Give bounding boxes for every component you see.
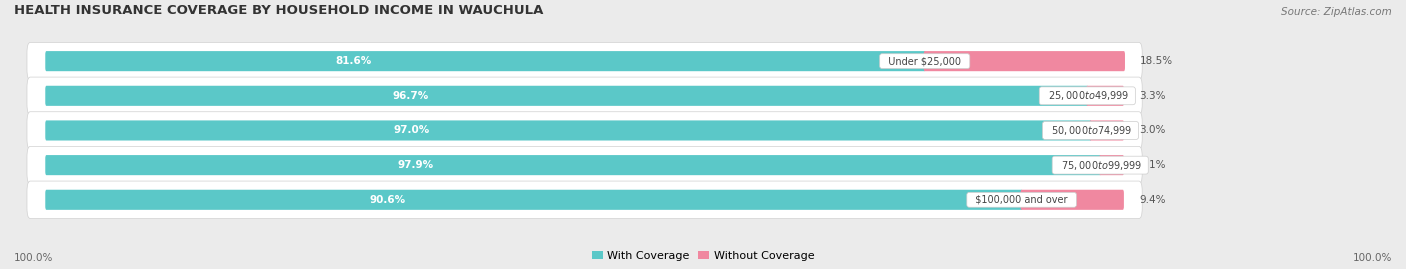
- Text: $25,000 to $49,999: $25,000 to $49,999: [1042, 89, 1133, 102]
- FancyBboxPatch shape: [1099, 155, 1123, 175]
- Text: 3.0%: 3.0%: [1139, 125, 1166, 136]
- Text: 96.7%: 96.7%: [392, 91, 429, 101]
- FancyBboxPatch shape: [45, 155, 1101, 175]
- Legend: With Coverage, Without Coverage: With Coverage, Without Coverage: [588, 247, 818, 266]
- FancyBboxPatch shape: [45, 51, 925, 71]
- FancyBboxPatch shape: [27, 43, 1142, 80]
- Text: Under $25,000: Under $25,000: [882, 56, 967, 66]
- Text: 81.6%: 81.6%: [336, 56, 373, 66]
- FancyBboxPatch shape: [924, 51, 1125, 71]
- Text: 97.0%: 97.0%: [394, 125, 430, 136]
- Text: 3.3%: 3.3%: [1139, 91, 1166, 101]
- Text: 97.9%: 97.9%: [396, 160, 433, 170]
- Text: 100.0%: 100.0%: [14, 253, 53, 263]
- Text: $50,000 to $74,999: $50,000 to $74,999: [1045, 124, 1136, 137]
- Text: 2.1%: 2.1%: [1139, 160, 1166, 170]
- Text: Source: ZipAtlas.com: Source: ZipAtlas.com: [1281, 7, 1392, 17]
- Text: 18.5%: 18.5%: [1140, 56, 1173, 66]
- FancyBboxPatch shape: [45, 190, 1022, 210]
- FancyBboxPatch shape: [27, 112, 1142, 149]
- FancyBboxPatch shape: [27, 181, 1142, 218]
- Text: $75,000 to $99,999: $75,000 to $99,999: [1054, 159, 1146, 172]
- FancyBboxPatch shape: [27, 77, 1142, 115]
- Text: 9.4%: 9.4%: [1139, 195, 1166, 205]
- Text: HEALTH INSURANCE COVERAGE BY HOUSEHOLD INCOME IN WAUCHULA: HEALTH INSURANCE COVERAGE BY HOUSEHOLD I…: [14, 4, 544, 17]
- Text: 90.6%: 90.6%: [370, 195, 406, 205]
- FancyBboxPatch shape: [27, 146, 1142, 184]
- Text: 100.0%: 100.0%: [1353, 253, 1392, 263]
- FancyBboxPatch shape: [45, 86, 1088, 106]
- FancyBboxPatch shape: [1090, 121, 1123, 140]
- FancyBboxPatch shape: [1087, 86, 1123, 106]
- FancyBboxPatch shape: [45, 121, 1091, 140]
- Text: $100,000 and over: $100,000 and over: [969, 195, 1074, 205]
- FancyBboxPatch shape: [1021, 190, 1123, 210]
